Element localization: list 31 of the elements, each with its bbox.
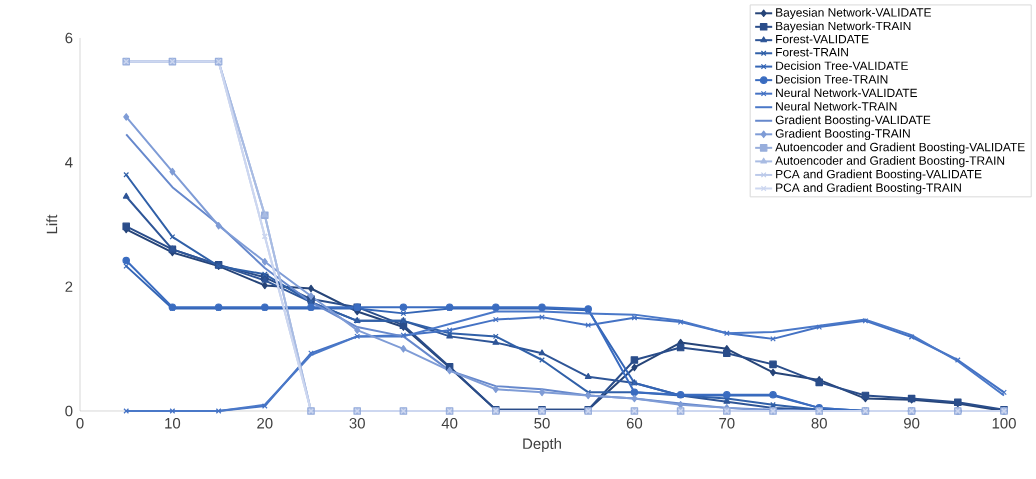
- legend-label: Neural Network-VALIDATE: [776, 88, 918, 98]
- y-tick-label: 4: [65, 157, 73, 168]
- x-tick-label: 60: [626, 417, 643, 429]
- x-tick-label: 10: [165, 417, 181, 429]
- legend-label: Neural Network-TRAIN: [776, 101, 897, 111]
- legend-label: Decision Tree-TRAIN: [776, 74, 888, 84]
- legend-label: PCA and Gradient Boosting-TRAIN: [776, 183, 961, 195]
- x-tick-label: 80: [811, 417, 827, 429]
- x-tick-label: 0: [76, 417, 84, 429]
- x-tick-label: 100: [992, 417, 1016, 429]
- legend-label: Gradient Boosting-VALIDATE: [775, 115, 931, 127]
- legend-label: Gradient Boosting-TRAIN: [775, 128, 910, 141]
- x-tick-label: 90: [904, 417, 920, 429]
- x-axis-title: Depth: [523, 438, 561, 452]
- x-tick-label: 50: [534, 417, 550, 429]
- legend-label: Autoencoder and Gradient Boosting-TRAIN: [775, 156, 1005, 168]
- y-tick-label: 6: [65, 32, 73, 44]
- legend-label: Decision Tree-VALIDATE: [776, 61, 908, 70]
- y-axis-title: Lift: [46, 214, 58, 234]
- legend-label: Forest-VALIDATE: [776, 35, 869, 44]
- legend-label: Bayesian Network-VALIDATE: [776, 7, 931, 20]
- legend-label: Autoencoder and Gradient Boosting-VALIDATE: [775, 142, 1025, 154]
- x-tick-label: 40: [441, 417, 458, 429]
- legend-label: Bayesian Network-TRAIN: [776, 21, 911, 33]
- y-tick-label: 0: [65, 405, 73, 417]
- y-tick-label: 2: [65, 281, 73, 292]
- x-tick-label: 30: [349, 417, 365, 429]
- x-tick-label: 70: [719, 417, 735, 429]
- x-tick-label: 20: [257, 417, 273, 429]
- legend-label: PCA and Gradient Boosting-VALIDATE: [776, 169, 982, 181]
- legend-label: Forest-TRAIN: [776, 48, 848, 57]
